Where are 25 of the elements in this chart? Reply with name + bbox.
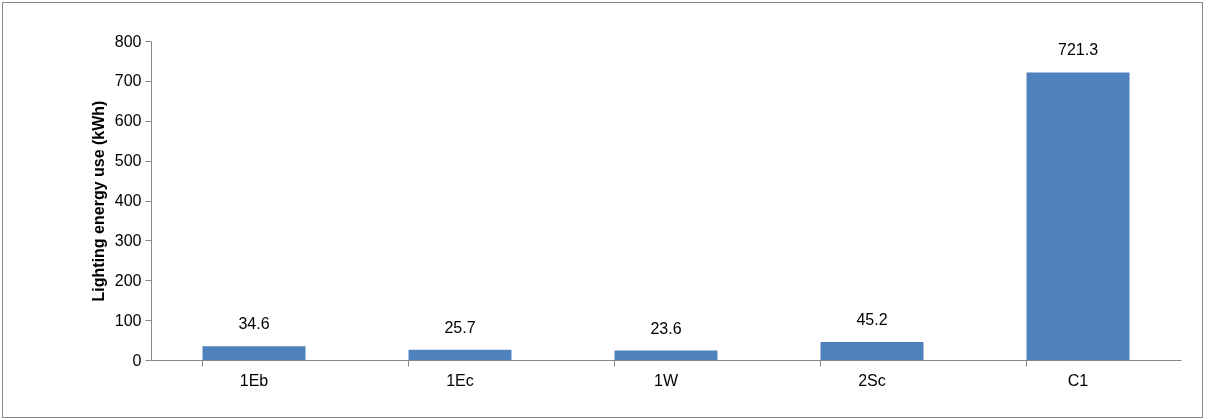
y-tick-label: 100 [114,311,142,329]
bar [1026,72,1130,360]
bar [202,346,306,360]
data-label: 721.3 [1057,41,1099,59]
x-tick-label: 1W [654,371,679,389]
y-tick-label: 700 [114,72,142,90]
data-label: 23.6 [650,319,682,337]
y-tick-label: 800 [114,32,142,50]
y-tick-label: 0 [132,351,142,369]
bar [614,350,718,360]
data-label: 45.2 [856,310,888,328]
y-tick-label: 200 [114,271,142,289]
y-tick-label: 400 [114,192,142,209]
y-tick-label: 500 [114,152,142,170]
x-tick-label: 2Sc [858,371,886,389]
x-tick-label: 1Ec [446,371,474,389]
x-tick-label: C1 [1067,371,1089,389]
y-tick-label: 600 [114,112,142,130]
x-tick-label: 1Eb [239,371,269,389]
bar [820,341,924,360]
bar [408,349,512,360]
y-tick-label: 300 [114,231,142,249]
data-label: 25.7 [444,318,476,336]
y-axis-title: Lighting energy use (kWh) [89,100,107,302]
data-label: 34.6 [238,315,270,333]
